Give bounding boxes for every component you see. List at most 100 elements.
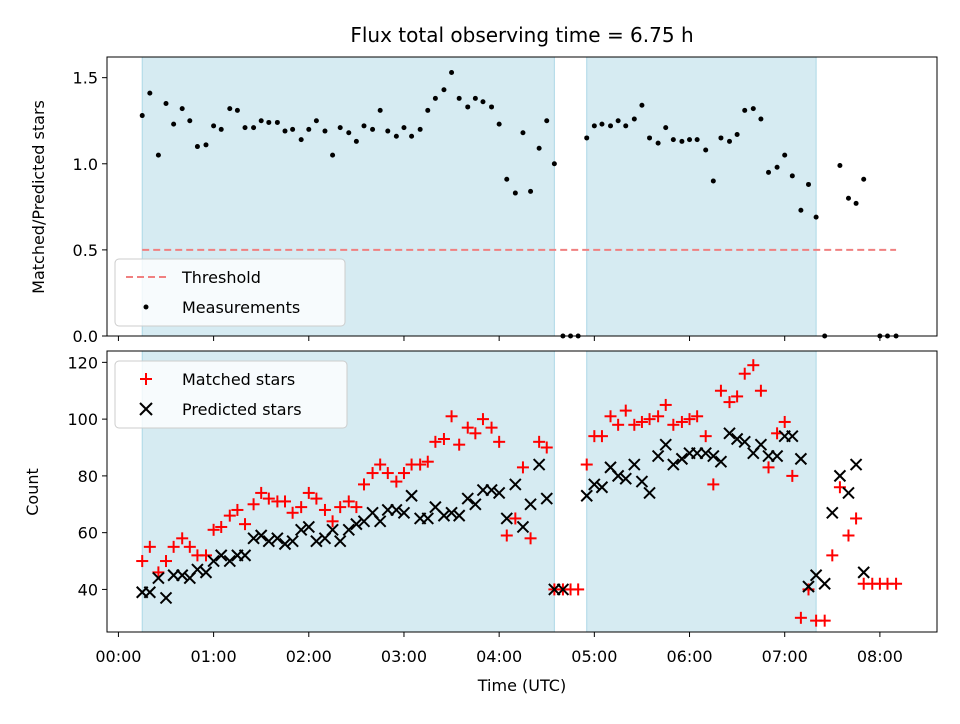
- measurement-point: [528, 188, 534, 194]
- predicted-marker-b: [540, 492, 553, 505]
- y-tick-label: 0.5: [73, 241, 98, 260]
- measurement-point: [591, 123, 597, 129]
- predicted-marker-b: [238, 549, 252, 562]
- matched-star-point: [310, 492, 323, 505]
- measurement-point: [251, 125, 257, 131]
- predicted-marker-b: [485, 483, 498, 497]
- top-y-axis-label: Matched/Predicted stars: [29, 100, 48, 294]
- predicted-star-point: [818, 577, 831, 590]
- predicted-marker-b: [373, 515, 387, 528]
- matched-star-point: [493, 435, 506, 448]
- top-y-ticks: 0.0 0.5 1.0 1.5: [73, 69, 107, 346]
- legend-matched-swatch: [140, 373, 152, 385]
- measurement-point: [377, 107, 383, 113]
- measurement-point: [218, 126, 224, 132]
- predicted-marker-b: [619, 472, 632, 485]
- predicted-marker-b: [754, 438, 768, 451]
- matched-star-point: [818, 614, 831, 627]
- measurement-point: [623, 123, 629, 129]
- predicted-marker-b: [723, 427, 736, 440]
- predicted-star-point: [730, 432, 744, 446]
- measurement-point: [496, 121, 502, 127]
- predicted-star-point: [469, 498, 482, 511]
- predicted-marker-b: [152, 571, 165, 585]
- matched-star-point: [731, 390, 744, 403]
- matched-star-point: [516, 461, 529, 474]
- bottom-legend-box: [114, 360, 348, 429]
- x-tick-label: 05:00: [571, 647, 617, 666]
- measurement-point: [615, 118, 621, 124]
- predicted-marker-b: [390, 503, 403, 517]
- matched-star-point: [619, 404, 632, 417]
- predicted-star-point: [143, 586, 157, 599]
- predicted-star-point: [659, 438, 672, 451]
- measurement-point: [710, 178, 716, 184]
- measurement-point: [694, 137, 700, 143]
- predicted-star-point: [833, 469, 847, 483]
- predicted-marker-b: [675, 452, 689, 466]
- predicted-star-point: [247, 532, 260, 545]
- measurement-point: [194, 144, 200, 150]
- predicted-marker-b: [254, 529, 268, 542]
- matched-star-point: [714, 384, 727, 397]
- predicted-star-point: [707, 449, 720, 463]
- predicted-marker-b: [262, 534, 276, 548]
- measurement-point: [782, 152, 788, 158]
- measurement-point: [313, 118, 319, 124]
- measurement-point: [584, 135, 590, 141]
- matched-star-point: [318, 503, 331, 516]
- measurement-point: [536, 145, 542, 151]
- measurement-point: [298, 137, 304, 143]
- legend-measurements-label: Measurements: [182, 298, 300, 317]
- matched-star-point: [723, 396, 736, 409]
- measurement-point: [766, 169, 772, 175]
- predicted-star-point: [516, 520, 530, 534]
- matched-star-point: [595, 430, 608, 443]
- bottom-legend: Matched stars Predicted stars: [114, 360, 348, 429]
- predicted-marker-b: [659, 438, 672, 451]
- predicted-marker-b: [770, 449, 784, 463]
- matched-star-point: [199, 549, 212, 562]
- matched-star-point: [414, 458, 427, 471]
- predicted-marker-b: [595, 481, 609, 494]
- measurement-point: [234, 107, 240, 113]
- matched-star-point: [366, 467, 379, 480]
- y-tick-label: 80: [78, 467, 98, 486]
- matched-star-point: [445, 410, 458, 423]
- measurement-point: [758, 116, 764, 122]
- top-legend-box: [114, 258, 346, 327]
- y-tick-label: 60: [78, 524, 98, 543]
- predicted-marker-b: [786, 429, 799, 443]
- matched-star-point: [842, 529, 855, 542]
- matched-star-point: [683, 413, 696, 426]
- measurement-point: [266, 119, 272, 125]
- matched-star-point: [381, 467, 394, 480]
- matched-star-point: [453, 438, 466, 451]
- matched-star-point: [421, 455, 434, 468]
- measurement-point: [441, 87, 447, 93]
- predicted-star-point: [207, 554, 220, 568]
- matched-star-point: [334, 501, 347, 514]
- predicted-star-point: [595, 481, 609, 494]
- measurement-point: [139, 113, 145, 119]
- predicted-marker-b: [509, 478, 522, 491]
- measurement-point: [647, 135, 653, 141]
- measurement-point: [670, 137, 676, 143]
- y-tick-label: 1.0: [73, 155, 98, 174]
- measurement-point: [734, 132, 740, 137]
- predicted-star-point: [509, 478, 522, 491]
- measurement-point: [187, 118, 193, 124]
- measurement-point: [703, 147, 709, 153]
- measurement-point: [504, 176, 510, 182]
- legend-predicted-swatch: [139, 402, 153, 416]
- predicted-marker-b: [286, 534, 299, 548]
- measurement-point: [242, 125, 248, 131]
- legend-measurements-swatch: [143, 304, 149, 310]
- matched-star-point: [572, 583, 585, 596]
- matched-star-point: [350, 501, 363, 514]
- matched-star-point: [540, 441, 553, 454]
- measurement-point: [631, 116, 637, 122]
- measurement-point: [353, 138, 359, 144]
- predicted-star-point: [500, 512, 513, 525]
- measurement-point: [425, 107, 431, 113]
